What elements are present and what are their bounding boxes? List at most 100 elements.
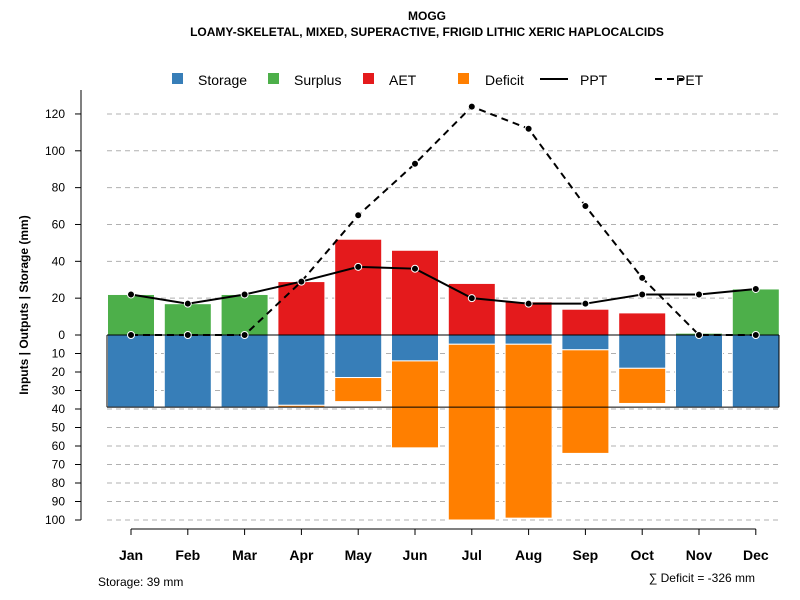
bar-storage (220, 334, 269, 408)
y-tick-label: 80 (52, 181, 66, 195)
ppt-point (183, 299, 192, 308)
bar-storage (391, 334, 439, 362)
pet-point (354, 211, 363, 220)
ppt-point (524, 299, 533, 308)
storage-annotation: Storage: 39 mm (98, 575, 183, 589)
x-tick-label: Jan (119, 547, 143, 563)
legend-label-deficit: Deficit (485, 72, 524, 88)
bar-storage (447, 334, 496, 345)
y-tick-label: 80 (52, 476, 66, 490)
legend-swatch-storage (172, 73, 183, 84)
ppt-line (130, 265, 756, 305)
legend-swatch-surplus (268, 73, 279, 84)
y-tick-label: 30 (52, 384, 66, 398)
gridlines (107, 113, 779, 521)
chart-title: MOGG (408, 9, 446, 23)
y-tick-label: 0 (58, 328, 65, 342)
y-tick-label: 20 (52, 291, 66, 305)
pet-point (467, 102, 476, 111)
legend-label-aet: AET (389, 72, 417, 88)
bar-storage (675, 334, 723, 408)
deficit-annotation: ∑ Deficit = -326 mm (649, 571, 755, 585)
bar-storage (277, 334, 326, 406)
ppt-point (695, 290, 703, 299)
bar-aet (391, 249, 439, 336)
ppt-point (467, 294, 476, 303)
x-tick-label: Apr (289, 547, 314, 563)
bar-surplus (163, 303, 212, 336)
x-tick-label: Dec (743, 547, 769, 563)
bar-storage (731, 334, 780, 408)
bar-storage (107, 334, 155, 408)
axes: 0 20 40 60 80 100 120 10 20 30 40 50 60 70 80 90 100 Jan F… (45, 89, 769, 563)
ppt-point (638, 290, 647, 299)
x-tick-label: Jun (403, 547, 428, 563)
bar-deficit (561, 349, 610, 454)
pet-line (131, 105, 756, 336)
bar-surplus (220, 293, 269, 336)
y-tick-label: 50 (52, 421, 66, 435)
bar-aet (618, 312, 667, 336)
ppt-point (297, 277, 306, 286)
pet-point (695, 331, 703, 339)
y-tick-label: 60 (52, 217, 66, 231)
ppt-point (354, 262, 363, 271)
ppt-point (240, 290, 249, 299)
pet-point (183, 331, 192, 339)
ppt-point (751, 284, 760, 293)
bar-surplus (107, 293, 155, 336)
bar-storage (504, 334, 553, 345)
bar-storage (334, 334, 383, 379)
ppt-point (127, 290, 135, 299)
y-tick-label: 100 (45, 144, 65, 158)
x-tick-label: Feb (175, 547, 200, 563)
bar-storage (561, 334, 610, 351)
x-tick-label: Nov (686, 547, 713, 563)
bar-deficit (504, 343, 553, 519)
legend-label-surplus: Surplus (294, 72, 341, 88)
bar-aet (447, 282, 496, 336)
pet-point (581, 202, 590, 211)
bar-surplus (731, 288, 780, 336)
bar-aet (277, 281, 326, 336)
y-tick-label: 100 (45, 513, 65, 527)
legend-swatch-deficit (458, 73, 469, 84)
bar-deficit (334, 377, 383, 403)
pet-point (240, 331, 249, 339)
x-tick-label: Oct (631, 547, 655, 563)
bar-deficit (618, 367, 667, 404)
y-tick-label: 40 (52, 254, 66, 268)
pet-point (638, 273, 647, 282)
legend-label-ppt: PPT (580, 72, 608, 88)
x-tick-label: Aug (515, 547, 542, 563)
bar-aet (334, 238, 383, 336)
x-tick-label: Jul (462, 547, 482, 563)
x-tick-label: Sep (573, 547, 599, 563)
y-tick-label: 20 (52, 365, 66, 379)
bar-storage (163, 334, 212, 408)
bars (106, 238, 780, 521)
y-tick-label: 70 (52, 458, 66, 472)
y-tick-label: 40 (52, 402, 66, 416)
pet-point (127, 331, 135, 339)
legend-label-pet: PET (676, 72, 704, 88)
pet-point (751, 331, 760, 339)
y-tick-label: 90 (52, 495, 66, 509)
y-axis-title: Inputs | Outputs | Storage (mm) (17, 215, 31, 394)
pet-point (411, 159, 419, 168)
bar-aet (561, 308, 610, 336)
lines (127, 102, 760, 339)
y-tick-label: 10 (52, 347, 66, 361)
bar-deficit (391, 360, 439, 449)
bar-storage (618, 334, 667, 369)
legend-swatch-aet (363, 73, 374, 84)
y-tick-label: 60 (52, 439, 66, 453)
y-tick-label: 120 (45, 107, 65, 121)
chart-subtitle: LOAMY-SKELETAL, MIXED, SUPERACTIVE, FRIG… (190, 25, 664, 39)
pet-point (524, 124, 533, 133)
x-tick-label: May (345, 547, 372, 563)
ppt-point (581, 299, 590, 308)
ppt-point (411, 264, 419, 273)
legend: Storage Surplus AET Deficit PPT PET (172, 72, 704, 88)
